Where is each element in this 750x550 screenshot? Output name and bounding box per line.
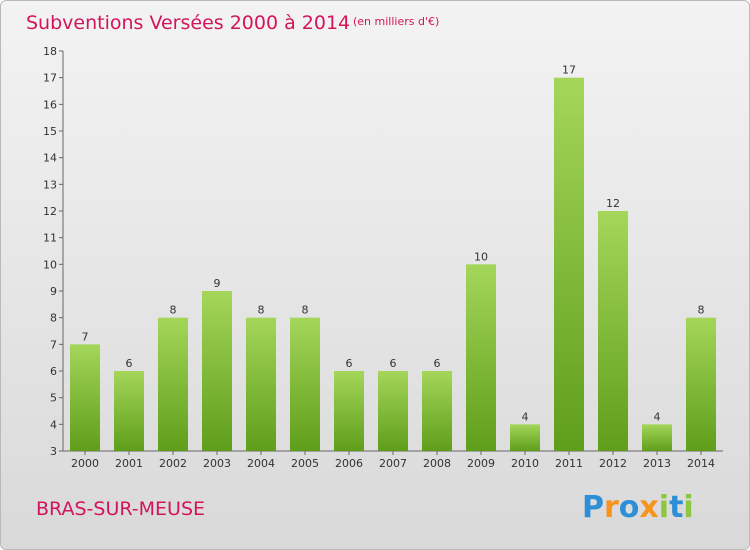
x-tick-label: 2007 — [379, 457, 407, 470]
bar-value-label: 6 — [434, 357, 441, 370]
bar-2012 — [598, 211, 628, 451]
bar-2008 — [422, 371, 452, 451]
bar-value-label: 10 — [474, 250, 488, 263]
x-tick-label: 2014 — [687, 457, 715, 470]
bar-value-label: 7 — [82, 330, 89, 343]
bar-value-label: 6 — [126, 357, 133, 370]
y-tick-label: 10 — [43, 258, 57, 271]
x-tick-label: 2012 — [599, 457, 627, 470]
bar-2011 — [554, 77, 584, 452]
x-tick-label: 2011 — [555, 457, 583, 470]
bar-value-label: 8 — [698, 304, 705, 317]
x-tick-label: 2008 — [423, 457, 451, 470]
y-tick-label: 6 — [50, 365, 57, 378]
x-tick-label: 2000 — [71, 457, 99, 470]
proxiti-logo: Proxiti — [582, 490, 694, 525]
bar-2003 — [202, 291, 232, 451]
bar-2009 — [466, 264, 496, 451]
bar-value-label: 4 — [654, 410, 661, 423]
bar-2014 — [686, 317, 716, 451]
x-tick-label: 2010 — [511, 457, 539, 470]
y-tick-label: 4 — [50, 418, 57, 431]
chart-title: Subventions Versées 2000 à 2014 — [26, 12, 350, 34]
y-tick-label: 16 — [43, 98, 57, 111]
x-tick-label: 2006 — [335, 457, 363, 470]
x-tick-label: 2013 — [643, 457, 671, 470]
bar-2001 — [114, 371, 144, 451]
y-tick-label: 17 — [43, 72, 57, 85]
y-tick-label: 11 — [43, 232, 57, 245]
bar-value-label: 6 — [390, 357, 397, 370]
y-tick-label: 13 — [43, 178, 57, 191]
x-tick-label: 2005 — [291, 457, 319, 470]
place-name: BRAS-SUR-MEUSE — [36, 498, 205, 520]
bar-2007 — [378, 371, 408, 451]
bar-value-label: 17 — [562, 64, 576, 77]
y-tick-label: 3 — [50, 445, 57, 458]
y-tick-label: 7 — [50, 338, 57, 351]
y-tick-label: 8 — [50, 312, 57, 325]
bar-value-label: 6 — [346, 357, 353, 370]
bar-2004 — [246, 317, 276, 451]
bar-2013 — [642, 424, 672, 451]
x-tick-label: 2002 — [159, 457, 187, 470]
y-tick-label: 12 — [43, 205, 57, 218]
bar-2005 — [290, 317, 320, 451]
x-tick-label: 2001 — [115, 457, 143, 470]
bar-value-label: 8 — [170, 304, 177, 317]
bar-2006 — [334, 371, 364, 451]
bar-2002 — [158, 317, 188, 451]
bar-value-label: 9 — [214, 277, 221, 290]
x-tick-label: 2003 — [203, 457, 231, 470]
x-tick-label: 2004 — [247, 457, 275, 470]
chart-axes: 3 4 5 6 7 8 9 10 11 12 13 14 15 16 17 18 2000 2001 2002 200… — [43, 45, 723, 470]
y-tick-label: 9 — [50, 285, 57, 298]
bar-value-label: 12 — [606, 197, 620, 210]
bar-value-label: 8 — [302, 304, 309, 317]
y-tick-label: 18 — [43, 45, 57, 58]
bar-value-label: 4 — [522, 410, 529, 423]
chart-subtitle: (en milliers d'€) — [353, 15, 439, 28]
bar-value-label: 8 — [258, 304, 265, 317]
chart-bars: 7 6 8 9 8 8 6 6 6 10 4 17 12 4 8 — [70, 64, 716, 452]
y-tick-label: 14 — [43, 152, 57, 165]
y-tick-label: 5 — [50, 392, 57, 405]
x-tick-label: 2009 — [467, 457, 495, 470]
y-tick-label: 15 — [43, 125, 57, 138]
bar-2010 — [510, 424, 540, 451]
bar-2000 — [70, 344, 100, 451]
